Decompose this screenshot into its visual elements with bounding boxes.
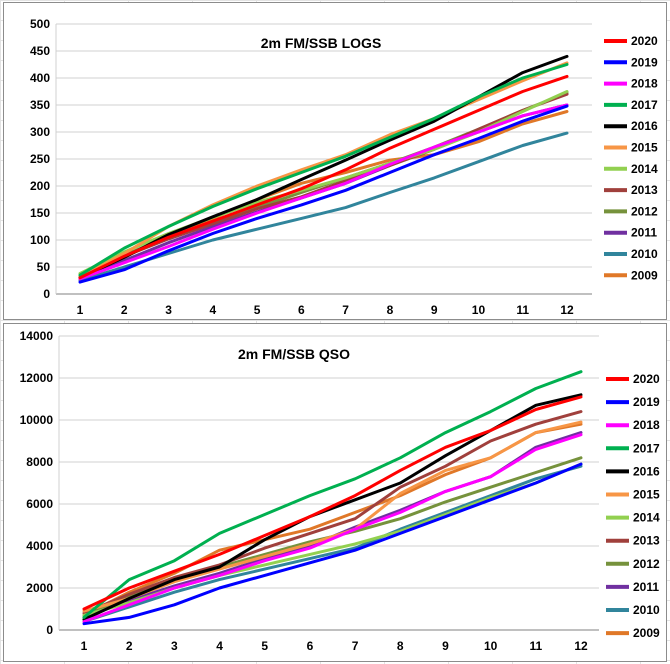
chart1-legend-label-2013: 2013: [631, 183, 658, 197]
chart2-x-tick-label: 2: [126, 639, 133, 653]
chart2-series-line-2013: [82, 410, 583, 615]
chart2-y-tick-label: 8000: [26, 455, 53, 469]
chart2-legend-label-2011: 2011: [633, 580, 659, 594]
chart2-y-tick-label: 2000: [26, 581, 53, 595]
chart1-x-tick-label: 10: [472, 303, 486, 317]
chart2-legend-label-2013: 2013: [633, 534, 660, 548]
chart1-legend-label-2012: 2012: [631, 204, 658, 218]
chart2-legend-label-2015: 2015: [633, 488, 660, 502]
chart1-series-line-2017: [78, 63, 569, 277]
chart1-y-tick-label: 500: [30, 17, 50, 31]
chart2-x-tick-label: 10: [484, 639, 498, 653]
chart1-y-tick-label: 150: [30, 206, 50, 220]
chart2-x-tick-label: 11: [529, 639, 542, 653]
chart1-series-line-2020: [78, 74, 569, 280]
chart1-x-tick-label: 11: [516, 303, 529, 317]
chart1-x-tick-label: 6: [298, 303, 305, 317]
logs-chart[interactable]: 0 50 100 150 200 250 300 350 400 450 500 1 2 3 4 5 6 7 8 9 1…: [3, 2, 667, 320]
chart1-legend-label-2014: 2014: [631, 162, 658, 176]
chart2-y-tick-label: 14000: [20, 329, 54, 343]
chart1-x-tick-label: 1: [77, 303, 84, 317]
chart2-legend-label-2019: 2019: [633, 395, 660, 409]
chart1-legend-label-2018: 2018: [631, 77, 658, 91]
chart2-legend-label-2016: 2016: [633, 464, 660, 478]
chart1-x-tick-label: 2: [121, 303, 128, 317]
chart2-title: 2m FM/SSB QSO: [238, 346, 350, 362]
chart1-x-tick-label: 9: [431, 303, 438, 317]
chart2-x-tick-label: 3: [171, 639, 178, 653]
chart1-y-tick-label: 300: [30, 125, 50, 139]
chart2-series-line-2017: [82, 370, 583, 619]
chart1-y-tick-label: 400: [30, 71, 50, 85]
chart1-x-tick-label: 7: [342, 303, 349, 317]
chart2-y-tick-label: 0: [46, 623, 53, 637]
chart1-legend-label-2017: 2017: [631, 98, 658, 112]
chart1-x-tick-label: 12: [560, 303, 574, 317]
chart1-x-tick-label: 4: [209, 303, 216, 317]
chart2-series-line-2020: [82, 395, 583, 611]
chart1-legend-label-2015: 2015: [631, 141, 658, 155]
chart2-x-tick-label: 1: [81, 639, 88, 653]
chart2-series-line-2015: [82, 420, 583, 613]
chart2-legend-label-2014: 2014: [633, 511, 660, 525]
chart2-legend-label-2012: 2012: [633, 557, 660, 571]
chart1-title: 2m FM/SSB LOGS: [261, 35, 382, 51]
chart1-legend-label-2010: 2010: [631, 247, 658, 261]
chart1-y-tick-label: 0: [43, 287, 50, 301]
chart2-y-tick-label: 10000: [20, 413, 54, 427]
chart2-legend-label-2020: 2020: [633, 372, 660, 386]
chart2-series-line-2018: [82, 433, 583, 624]
chart1-y-tick-label: 200: [30, 179, 50, 193]
chart2-legend-label-2018: 2018: [633, 418, 660, 432]
chart1-x-tick-label: 5: [254, 303, 261, 317]
chart2-y-tick-label: 4000: [26, 539, 53, 553]
chart1-y-tick-label: 450: [30, 44, 50, 58]
chart1-legend-label-2020: 2020: [631, 34, 658, 48]
chart2-series-line-2019: [82, 462, 583, 626]
chart1-y-tick-label: 100: [30, 233, 50, 247]
chart1-legend-label-2011: 2011: [631, 226, 657, 240]
chart2-series-line-2010: [82, 464, 583, 624]
chart1-y-tick-label: 50: [37, 260, 51, 274]
chart1-legend-label-2019: 2019: [631, 55, 658, 69]
chart2-x-tick-label: 7: [352, 639, 359, 653]
chart2-x-tick-label: 8: [397, 639, 404, 653]
chart2-x-tick-label: 12: [574, 639, 588, 653]
qso-chart[interactable]: 0 2000 4000 6000 8000 10000 12000 14000 1 2 3 4 5 6 7 8…: [3, 323, 667, 662]
chart2-y-tick-label: 12000: [20, 371, 54, 385]
chart2-y-tick-label: 6000: [26, 497, 53, 511]
chart2-x-tick-label: 9: [442, 639, 449, 653]
chart2-x-tick-label: 5: [261, 639, 268, 653]
chart1-y-tick-label: 350: [30, 98, 50, 112]
chart2-x-tick-label: 6: [307, 639, 314, 653]
chart1-y-tick-label: 250: [30, 152, 50, 166]
chart2-legend-label-2009: 2009: [633, 626, 660, 640]
chart2-legend-label-2010: 2010: [633, 603, 660, 617]
chart2-legend-label-2017: 2017: [633, 441, 660, 455]
chart1-x-tick-label: 8: [387, 303, 394, 317]
chart1-series-line-2010: [78, 131, 569, 282]
chart1-series-line-2018: [78, 103, 569, 281]
chart1-series-line-2019: [78, 104, 569, 284]
chart2-x-tick-label: 4: [216, 639, 223, 653]
chart1-legend-label-2016: 2016: [631, 119, 658, 133]
chart1-legend-label-2009: 2009: [631, 268, 658, 282]
chart1-x-tick-label: 3: [165, 303, 172, 317]
